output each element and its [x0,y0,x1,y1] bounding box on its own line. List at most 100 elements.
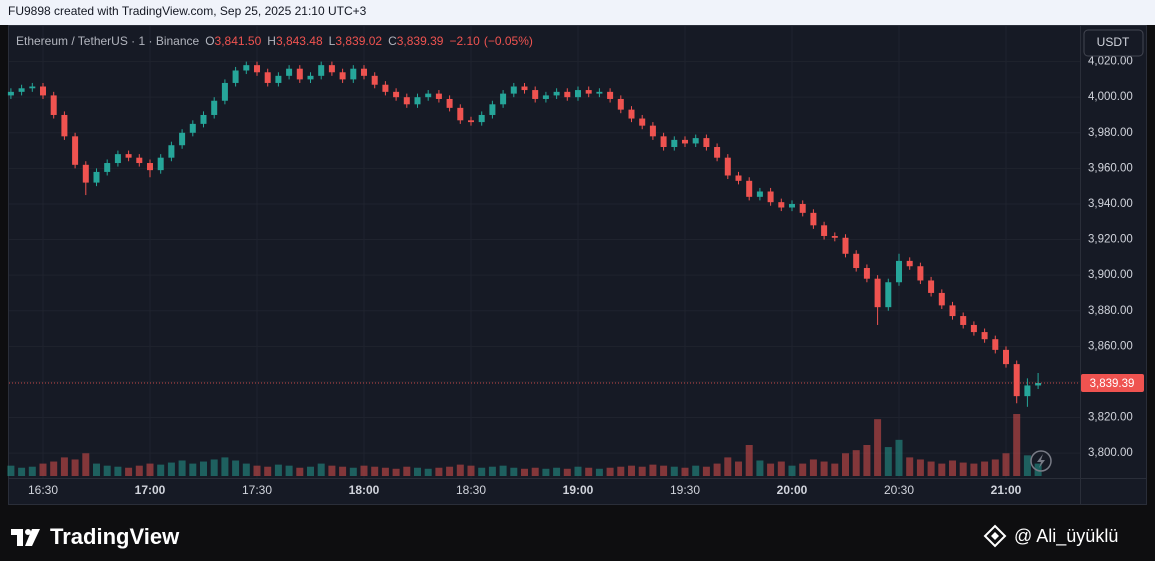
candle-body [339,72,346,80]
volume-bar [93,463,100,476]
volume-bar [991,459,999,476]
volume-bar [906,457,914,476]
volume-bar [114,466,122,476]
volume-bar [488,466,496,476]
candle-body [532,90,539,99]
legend-value: 3,839.39 [397,34,444,48]
candle-body [542,95,549,99]
volume-bar [863,445,871,476]
legend-value: 3,841.50 [215,34,262,48]
x-tick-label: 17:30 [242,483,272,497]
volume-bar [167,462,175,476]
volume-bar [178,460,186,476]
legend-key: H [267,34,276,48]
candle-body [671,139,678,148]
candle-body [446,98,453,108]
candle-body [189,123,196,133]
candle-body [649,125,656,137]
candle-body [767,191,774,203]
volume-bar [403,466,411,476]
volume-bar [660,465,668,476]
volume-bar [414,467,421,476]
candle-body [72,136,79,165]
currency-button[interactable] [1083,29,1144,57]
legend-change: −2.10 [449,34,480,48]
volume-bar [274,464,282,476]
candle-body [938,292,945,306]
volume-bar [959,462,967,476]
candle-body [7,91,14,96]
candle-body [756,191,763,197]
legend-key: O [205,34,214,48]
volume-bar [125,467,133,476]
volume-bar [670,466,678,476]
volume-bar [18,467,26,476]
candle-body [393,91,400,98]
tv-logo [11,529,40,546]
volume-bar [1034,463,1042,476]
x-tick-label: 17:00 [135,483,166,497]
volume-bar [628,465,635,476]
legend-value: 3,843.48 [276,34,323,48]
volume-bar [50,461,58,476]
candle-body [928,280,935,293]
volume-bar [510,467,518,476]
legend-change-pct: (−0.05%) [484,34,533,48]
volume-bar [521,468,528,476]
volume-bar [317,463,325,476]
volume-bar [60,457,68,476]
x-tick-label: 16:30 [28,483,58,497]
candle-body [981,332,988,340]
volume-bar [424,468,432,476]
candle-body [1035,382,1042,386]
currency-label[interactable]: USDT [1097,35,1130,49]
candle-body [746,180,753,197]
candle-body [82,164,89,183]
volume-bar [681,467,689,476]
candle-body [949,305,956,317]
candle-body [243,65,250,71]
candle-body [61,114,68,137]
volume-bar [210,459,218,476]
author: @ Ali_üyüklü [1014,526,1118,547]
volume-bar [938,463,946,476]
candle-body [328,65,335,73]
volume-bar [595,468,603,476]
volume-bar [563,468,571,476]
volume-bar [1023,455,1031,476]
candle-body [510,86,517,94]
candle-body [970,324,977,333]
candle-body [831,235,838,238]
candle-body [457,107,464,121]
volume-bar [1013,414,1021,476]
candle-body [596,91,603,94]
candle-body [254,65,260,73]
volume-bar [157,464,165,476]
candle-body [617,98,624,110]
volume-bar [916,459,924,476]
candle-body [275,75,282,83]
x-tick-label: 19:30 [670,483,700,497]
candle-body [1003,349,1009,365]
candle-body [18,88,25,92]
volume-bar [702,466,710,476]
header-bar [0,0,1155,25]
logo-v [25,529,40,546]
legend: Ethereum / TetherUS · 1 · Binance O3,841.… [16,34,533,48]
candle-body [468,120,474,123]
lightning-icon[interactable] [1030,450,1052,472]
volume-bar [874,419,882,476]
volume-bar [553,467,561,476]
volume-bar [542,468,550,476]
volume-bar [296,467,304,476]
candle-body [799,203,806,213]
candle-body [136,157,143,164]
candle-body [692,138,699,144]
x-tick-label: 20:30 [884,483,914,497]
y-tick-label: 3,900.00 [1088,269,1133,281]
volume-bar [221,457,229,476]
candle-body [960,316,967,325]
candle-body [735,175,742,181]
candle-body [521,86,528,91]
